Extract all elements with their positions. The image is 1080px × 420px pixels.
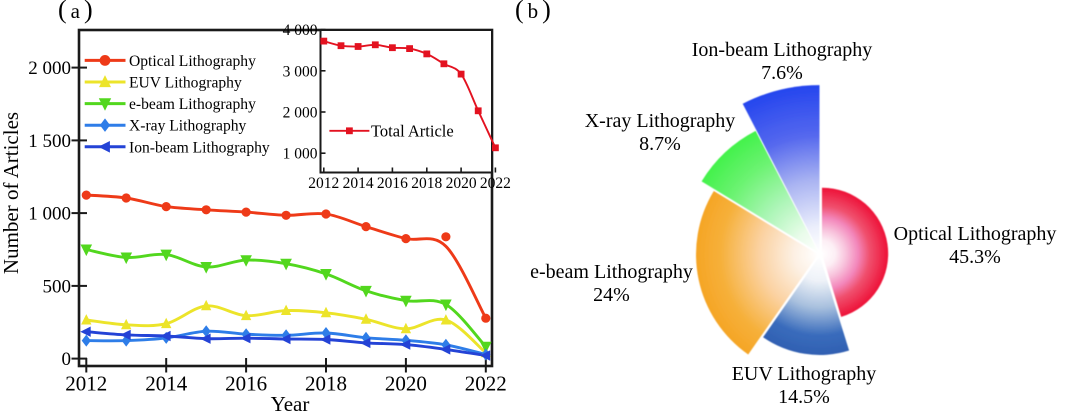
svg-text:2018: 2018 (411, 175, 442, 192)
svg-text:2012: 2012 (65, 372, 107, 396)
svg-text:14.5%: 14.5% (778, 386, 830, 408)
svg-text:X-ray Lithography: X-ray Lithography (129, 118, 247, 135)
svg-text:X-ray Lithography: X-ray Lithography (585, 110, 736, 132)
svg-text:Number of Articles: Number of Articles (0, 112, 23, 274)
svg-text:Total Article: Total Article (371, 122, 454, 141)
svg-text:2014: 2014 (343, 175, 374, 192)
svg-text:3 000: 3 000 (283, 63, 318, 80)
svg-text:Year: Year (271, 392, 310, 415)
svg-text:2020: 2020 (385, 372, 427, 396)
svg-text:2 000: 2 000 (283, 105, 318, 122)
svg-text:45.3%: 45.3% (949, 246, 1001, 268)
svg-text:2012: 2012 (308, 175, 339, 192)
svg-text:EUV Lithography: EUV Lithography (732, 363, 877, 385)
svg-text:Ion-beam Lithography: Ion-beam Lithography (692, 39, 873, 61)
svg-text:24%: 24% (593, 284, 630, 306)
svg-text:7.6%: 7.6% (761, 62, 803, 84)
svg-text:2014: 2014 (145, 372, 188, 396)
svg-text:2018: 2018 (305, 372, 347, 396)
svg-text:Optical Lithography: Optical Lithography (894, 223, 1057, 245)
svg-text:(b): (b) (515, 0, 551, 24)
svg-text:1 500: 1 500 (28, 131, 71, 152)
svg-text:500: 500 (43, 276, 72, 297)
svg-text:8.7%: 8.7% (639, 133, 681, 155)
svg-text:2016: 2016 (377, 175, 408, 192)
svg-text:1 000: 1 000 (28, 204, 71, 225)
svg-text:2020: 2020 (446, 175, 477, 192)
svg-text:2022: 2022 (480, 175, 511, 192)
svg-text:(a): (a) (58, 0, 93, 24)
svg-text:Optical Lithography: Optical Lithography (129, 53, 256, 70)
svg-text:2 000: 2 000 (28, 58, 71, 79)
svg-text:e-beam Lithography: e-beam Lithography (530, 261, 693, 283)
svg-text:0: 0 (62, 349, 72, 370)
svg-text:4 000: 4 000 (283, 22, 318, 39)
svg-text:EUV Lithography: EUV Lithography (129, 75, 242, 92)
svg-text:2016: 2016 (225, 372, 267, 396)
svg-text:2022: 2022 (465, 372, 507, 396)
svg-text:1 000: 1 000 (283, 146, 318, 163)
svg-text:Ion-beam Lithography: Ion-beam Lithography (129, 139, 270, 156)
svg-text:e-beam Lithography: e-beam Lithography (129, 96, 256, 113)
